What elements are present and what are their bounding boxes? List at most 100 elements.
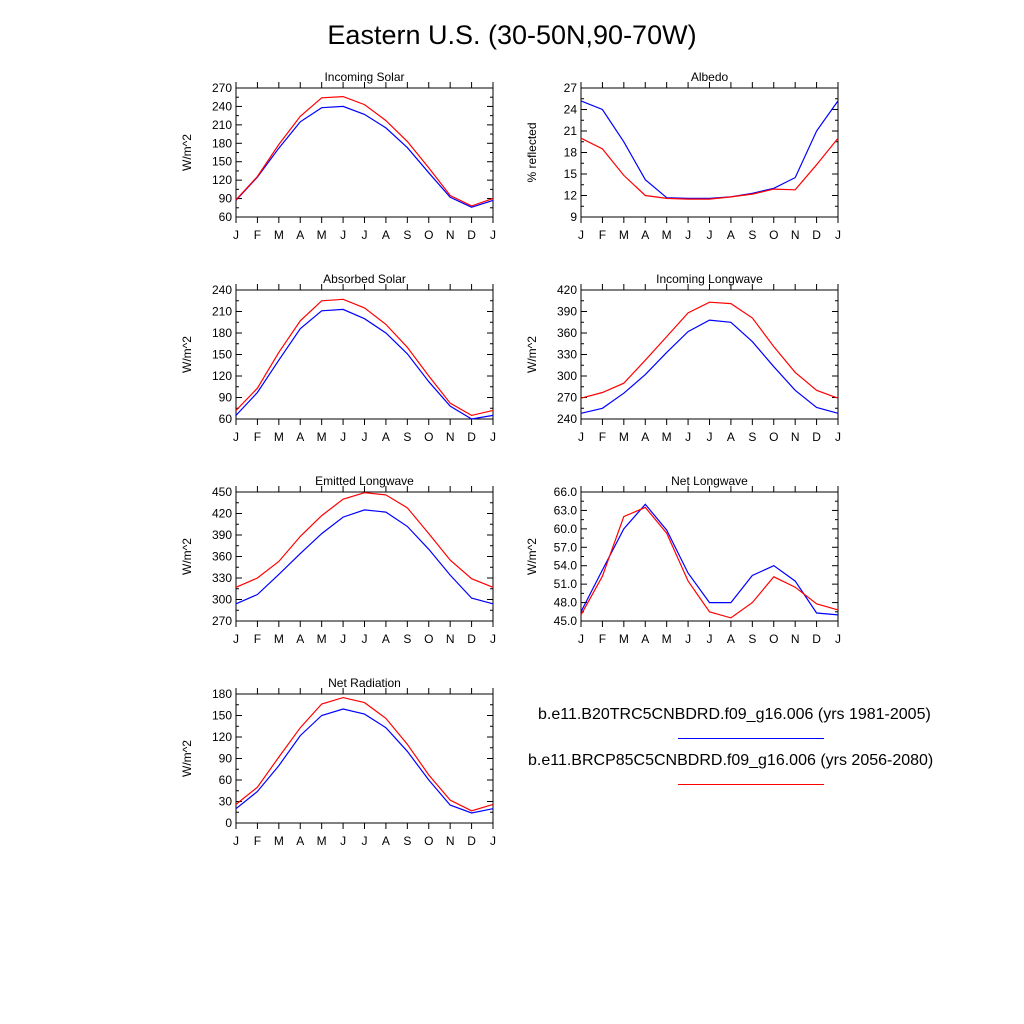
y-tick-label: 240 (557, 412, 577, 426)
y-tick-label: 45.0 (554, 614, 578, 628)
x-tick-label: D (812, 430, 821, 444)
x-tick-label: J (685, 632, 691, 646)
y-tick-label: 420 (557, 283, 577, 297)
y-tick-label: 90 (219, 752, 233, 766)
y-tick-label: 21 (564, 124, 578, 138)
plot-frame (580, 289, 839, 420)
y-tick-label: 60 (219, 773, 233, 787)
x-tick-label: J (578, 632, 584, 646)
y-tick-label: 48.0 (554, 596, 578, 610)
plot-frame (580, 87, 839, 218)
x-tick-label: J (340, 228, 346, 242)
y-tick-label: 330 (212, 571, 232, 585)
legend-line-future (678, 784, 824, 785)
x-tick-label: J (685, 228, 691, 242)
series-line-future (580, 506, 839, 619)
x-tick-label: M (619, 430, 629, 444)
x-tick-label: M (274, 632, 284, 646)
x-tick-label: M (317, 632, 327, 646)
x-tick-label: M (274, 430, 284, 444)
series-line-future (235, 95, 494, 207)
x-tick-label: O (424, 834, 433, 848)
series-line-baseline (580, 319, 839, 414)
x-tick-label: S (403, 430, 411, 444)
x-tick-label: M (662, 632, 672, 646)
y-axis-label: W/m^2 (180, 134, 194, 171)
x-tick-label: O (424, 228, 433, 242)
y-tick-label: 240 (212, 99, 232, 113)
x-tick-label: F (599, 228, 606, 242)
chart-incoming-solar: Incoming Solar W/m^2 60 90 120 150 180 210 240 27… (180, 70, 496, 242)
x-tick-label: F (599, 430, 606, 444)
x-tick-label: F (599, 632, 606, 646)
x-tick-label: A (296, 228, 304, 242)
x-tick-label: D (467, 632, 476, 646)
x-tick-label: F (254, 632, 261, 646)
x-tick-label: J (578, 430, 584, 444)
x-tick-label: O (769, 228, 778, 242)
x-tick-label: O (424, 430, 433, 444)
x-tick-label: A (382, 430, 390, 444)
y-tick-label: 24 (564, 103, 578, 117)
legend-label-future: b.e11.BRCP85C5CNBDRD.f09_g16.006 (yrs 20… (528, 752, 934, 769)
x-tick-label: A (641, 228, 649, 242)
y-axis-label: W/m^2 (180, 740, 194, 777)
y-tick-label: 90 (219, 192, 233, 206)
y-tick-label: 300 (557, 369, 577, 383)
x-tick-label: J (362, 632, 368, 646)
y-tick-label: 63.0 (554, 503, 578, 517)
y-tick-label: 390 (212, 528, 232, 542)
chart-net-longwave: Net Longwave W/m^2 45.0 48.0 51.0 54.0 57.0 60.… (525, 474, 841, 646)
y-axis-label: W/m^2 (525, 538, 539, 575)
y-tick-label: 60 (219, 210, 233, 224)
x-tick-label: J (233, 430, 239, 444)
x-tick-label: A (641, 430, 649, 444)
x-tick-label: M (662, 228, 672, 242)
x-tick-label: S (403, 834, 411, 848)
x-tick-label: A (296, 430, 304, 444)
x-tick-label: O (424, 632, 433, 646)
x-tick-label: O (769, 430, 778, 444)
x-tick-label: A (296, 632, 304, 646)
x-tick-label: S (403, 228, 411, 242)
x-tick-label: D (467, 430, 476, 444)
plot-frame (235, 693, 494, 824)
x-tick-label: A (727, 430, 735, 444)
y-axis-label: % reflected (525, 122, 539, 182)
x-tick-label: N (446, 834, 455, 848)
y-tick-label: 330 (557, 348, 577, 362)
series-line-baseline (580, 100, 839, 199)
legend-label-baseline: b.e11.B20TRC5CNBDRD.f09_g16.006 (yrs 198… (538, 706, 931, 723)
y-tick-label: 210 (212, 118, 232, 132)
x-tick-label: A (382, 228, 390, 242)
y-tick-label: 51.0 (554, 577, 578, 591)
y-tick-label: 66.0 (554, 485, 578, 499)
y-axis-label: W/m^2 (525, 336, 539, 373)
x-tick-label: J (362, 430, 368, 444)
y-tick-label: 120 (212, 173, 232, 187)
y-tick-label: 18 (564, 146, 578, 160)
y-tick-label: 360 (212, 550, 232, 564)
legend-line-baseline (678, 738, 824, 739)
x-tick-label: M (317, 228, 327, 242)
y-tick-label: 270 (212, 81, 232, 95)
series-line-future (580, 137, 839, 200)
y-tick-label: 30 (219, 795, 233, 809)
series-line-future (235, 492, 494, 588)
x-tick-label: J (685, 430, 691, 444)
x-tick-label: S (403, 632, 411, 646)
x-tick-label: S (748, 632, 756, 646)
x-tick-label: J (362, 834, 368, 848)
chart-title: Net Longwave (671, 474, 748, 488)
x-tick-label: J (340, 430, 346, 444)
x-tick-label: J (490, 632, 496, 646)
x-tick-label: S (748, 228, 756, 242)
x-tick-label: A (296, 834, 304, 848)
series-line-future (235, 696, 494, 812)
x-tick-label: J (835, 632, 841, 646)
x-tick-label: J (340, 834, 346, 848)
plot-frame (235, 289, 494, 420)
